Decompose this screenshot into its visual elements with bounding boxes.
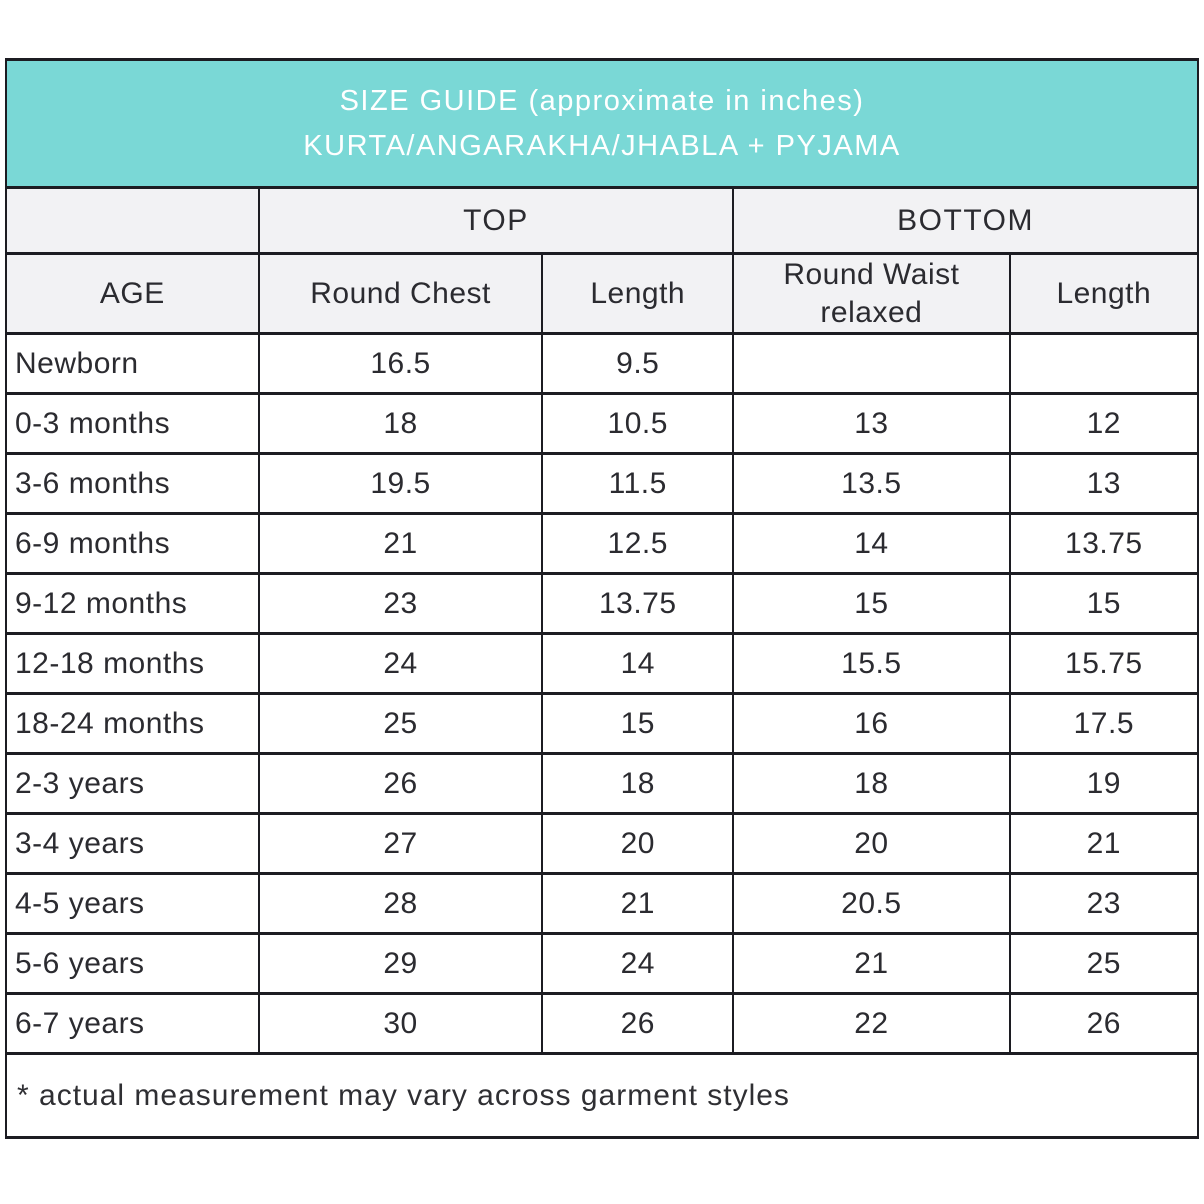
value-cell: 11.5 bbox=[541, 452, 735, 515]
age-cell: 5-6 years bbox=[5, 932, 260, 995]
value-cell: 13.75 bbox=[541, 572, 735, 635]
table-title: SIZE GUIDE (approximate in inches) bbox=[339, 84, 865, 117]
age-cell: 3-4 years bbox=[5, 812, 260, 875]
value-cell: 23 bbox=[1008, 872, 1200, 935]
table-subtitle: KURTA/ANGARAKHA/JHABLA + PYJAMA bbox=[303, 129, 901, 162]
group-header-row: TOP BOTTOM bbox=[5, 186, 1199, 255]
value-cell: 21 bbox=[257, 512, 544, 575]
value-cell: 13 bbox=[1008, 452, 1200, 515]
table-body: Newborn 16.5 9.5 0-3 months 18 10.5 13 12 3-6 mo… bbox=[5, 332, 1200, 1055]
value-cell: 18 bbox=[257, 392, 544, 455]
column-header-age: AGE bbox=[5, 252, 260, 335]
table-row: 4-5 years 28 21 20.5 23 bbox=[5, 872, 1200, 935]
footnote-row: * actual measurement may vary across gar… bbox=[5, 1052, 1199, 1139]
value-cell bbox=[732, 332, 1011, 395]
banner-row: SIZE GUIDE (approximate in inches) KURTA… bbox=[5, 58, 1199, 189]
value-cell: 15.5 bbox=[732, 632, 1011, 695]
value-cell: 20 bbox=[541, 812, 735, 875]
value-cell: 24 bbox=[257, 632, 544, 695]
column-header-row: AGE Round Chest Length Round Waist relax… bbox=[5, 252, 1200, 335]
value-cell bbox=[1008, 332, 1200, 395]
age-cell: 0-3 months bbox=[5, 392, 260, 455]
age-cell: 3-6 months bbox=[5, 452, 260, 515]
value-cell: 30 bbox=[257, 992, 544, 1055]
footnote: * actual measurement may vary across gar… bbox=[5, 1052, 1199, 1139]
table-row: 6-7 years 30 26 22 26 bbox=[5, 992, 1200, 1055]
group-header-empty bbox=[5, 186, 260, 255]
value-cell: 16.5 bbox=[257, 332, 544, 395]
age-cell: 6-9 months bbox=[5, 512, 260, 575]
value-cell: 20 bbox=[732, 812, 1011, 875]
value-cell: 25 bbox=[1008, 932, 1200, 995]
size-guide-table: SIZE GUIDE (approximate in inches) KURTA… bbox=[5, 58, 1200, 1139]
value-cell: 14 bbox=[541, 632, 735, 695]
age-cell: 9-12 months bbox=[5, 572, 260, 635]
table-row: 18-24 months 25 15 16 17.5 bbox=[5, 692, 1200, 755]
value-cell: 17.5 bbox=[1008, 692, 1200, 755]
age-cell: 4-5 years bbox=[5, 872, 260, 935]
table-row: Newborn 16.5 9.5 bbox=[5, 332, 1200, 395]
value-cell: 27 bbox=[257, 812, 544, 875]
age-cell: 2-3 years bbox=[5, 752, 260, 815]
value-cell: 29 bbox=[257, 932, 544, 995]
title-banner: SIZE GUIDE (approximate in inches) KURTA… bbox=[5, 58, 1199, 189]
value-cell: 9.5 bbox=[541, 332, 735, 395]
age-cell: 6-7 years bbox=[5, 992, 260, 1055]
value-cell: 19.5 bbox=[257, 452, 544, 515]
value-cell: 26 bbox=[541, 992, 735, 1055]
value-cell: 26 bbox=[257, 752, 544, 815]
column-header-round-chest: Round Chest bbox=[257, 252, 544, 335]
value-cell: 12 bbox=[1008, 392, 1200, 455]
page: SIZE GUIDE (approximate in inches) KURTA… bbox=[5, 58, 1200, 1139]
value-cell: 18 bbox=[732, 752, 1011, 815]
value-cell: 24 bbox=[541, 932, 735, 995]
table-row: 12-18 months 24 14 15.5 15.75 bbox=[5, 632, 1200, 695]
value-cell: 13.5 bbox=[732, 452, 1011, 515]
value-cell: 15 bbox=[541, 692, 735, 755]
table-row: 9-12 months 23 13.75 15 15 bbox=[5, 572, 1200, 635]
value-cell: 21 bbox=[732, 932, 1011, 995]
value-cell: 22 bbox=[732, 992, 1011, 1055]
column-header-bottom-length: Length bbox=[1008, 252, 1200, 335]
column-header-round-waist-relaxed: Round Waist relaxed bbox=[732, 252, 1011, 335]
group-header-bottom: BOTTOM bbox=[732, 186, 1199, 255]
value-cell: 13.75 bbox=[1008, 512, 1200, 575]
value-cell: 26 bbox=[1008, 992, 1200, 1055]
table-row: 0-3 months 18 10.5 13 12 bbox=[5, 392, 1200, 455]
value-cell: 12.5 bbox=[541, 512, 735, 575]
table-row: 3-4 years 27 20 20 21 bbox=[5, 812, 1200, 875]
value-cell: 21 bbox=[541, 872, 735, 935]
value-cell: 21 bbox=[1008, 812, 1200, 875]
age-cell: 18-24 months bbox=[5, 692, 260, 755]
age-cell: 12-18 months bbox=[5, 632, 260, 695]
value-cell: 10.5 bbox=[541, 392, 735, 455]
value-cell: 15 bbox=[1008, 572, 1200, 635]
value-cell: 23 bbox=[257, 572, 544, 635]
value-cell: 18 bbox=[541, 752, 735, 815]
value-cell: 14 bbox=[732, 512, 1011, 575]
group-header-top: TOP bbox=[257, 186, 735, 255]
value-cell: 28 bbox=[257, 872, 544, 935]
value-cell: 19 bbox=[1008, 752, 1200, 815]
table-row: 2-3 years 26 18 18 19 bbox=[5, 752, 1200, 815]
table-row: 6-9 months 21 12.5 14 13.75 bbox=[5, 512, 1200, 575]
value-cell: 25 bbox=[257, 692, 544, 755]
table-row: 5-6 years 29 24 21 25 bbox=[5, 932, 1200, 995]
table-row: 3-6 months 19.5 11.5 13.5 13 bbox=[5, 452, 1200, 515]
value-cell: 15.75 bbox=[1008, 632, 1200, 695]
age-cell: Newborn bbox=[5, 332, 260, 395]
column-header-top-length: Length bbox=[541, 252, 735, 335]
value-cell: 16 bbox=[732, 692, 1011, 755]
value-cell: 20.5 bbox=[732, 872, 1011, 935]
value-cell: 13 bbox=[732, 392, 1011, 455]
value-cell: 15 bbox=[732, 572, 1011, 635]
